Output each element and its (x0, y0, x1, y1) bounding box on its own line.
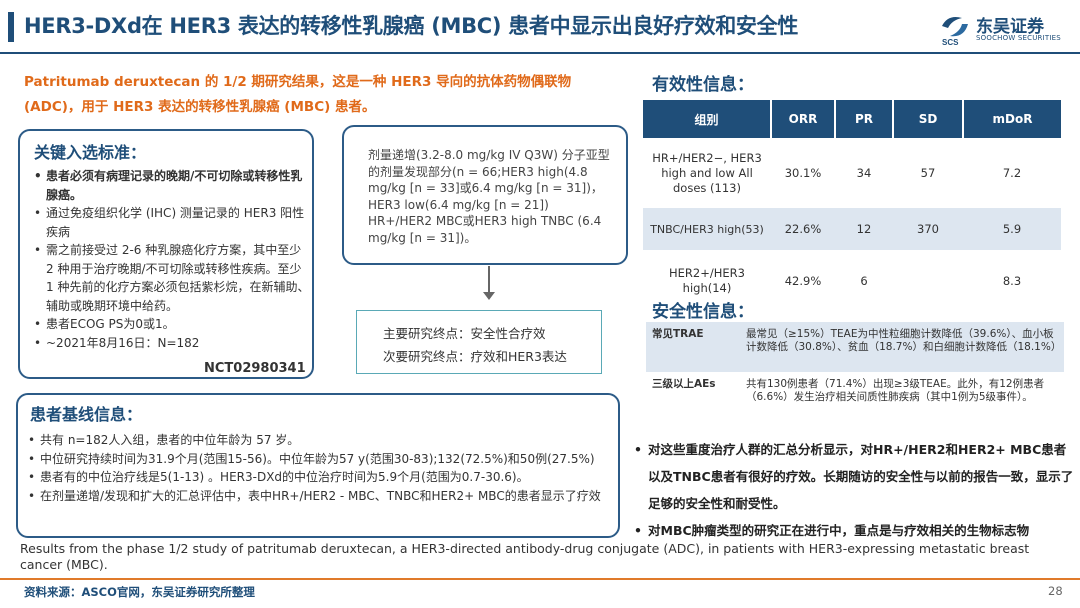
criteria-title: 关键入选标准： (34, 143, 147, 162)
table-cell: 12 (835, 208, 893, 250)
table-cell (893, 250, 963, 312)
logo-mark-icon: SCS (942, 17, 968, 46)
safety-title: 安全性信息： (652, 302, 754, 322)
list-item: 共有 n=182人入组，患者的中位年龄为 57 岁。 (28, 431, 618, 450)
table-cell: 30.1% (771, 138, 835, 208)
list-item: 需之前接受过 2-6 种乳腺癌化疗方案，其中至少 2 种用于治疗晚期/不可切除或… (34, 241, 312, 315)
dose-text: 剂量递增(3.2-8.0 mg/kg IV Q3W) 分子亚型的剂量发现部分(n… (368, 148, 610, 245)
table-cell: HR+/HER2−, HER3 high and low All doses (… (643, 138, 771, 208)
header-divider (0, 52, 1080, 54)
logo-text-en: SOOCHOW SECURITIES (976, 34, 1061, 42)
list-item: 中位研究持续时间为31.9个月(范围15-56)。中位年龄为57 y(范围30-… (28, 450, 618, 469)
criteria-list: 患者必须有病理记录的晚期/不可切除或转移性乳腺癌。 通过免疫组织化学 (IHC)… (34, 167, 312, 352)
logo-text-cn: 东吴证券 (976, 17, 1044, 37)
primary-endpoint: 主要研究终点：安全性合疗效 (383, 326, 546, 341)
table-header-row: 组别 ORR PR SD mDoR (643, 100, 1061, 138)
company-logo: SCS 东吴证券 SOOCHOW SECURITIES (938, 12, 1076, 48)
efficacy-title: 有效性信息： (652, 75, 754, 95)
table-row: HR+/HER2−, HER3 high and low All doses (… (643, 138, 1061, 208)
list-item: 对这些重度治疗人群的汇总分析显示，对HR+/HER2和HER2+ MBC患者以及… (634, 436, 1074, 517)
table-cell: 三级以上AEs (646, 372, 740, 418)
column-header: ORR (771, 100, 836, 138)
baseline-list: 共有 n=182人入组，患者的中位年龄为 57 岁。 中位研究持续时间为31.9… (28, 431, 618, 505)
table-cell: 57 (893, 138, 963, 208)
table-row: HER2+/HER3 high(14) 42.9% 6 8.3 (643, 250, 1061, 312)
column-header: mDoR (963, 100, 1061, 138)
list-item: 在剂量递增/发现和扩大的汇总评估中，表中HR+/HER2 - MBC、TNBC和… (28, 487, 618, 506)
page-number: 28 (1048, 584, 1063, 598)
table-cell: 42.9% (771, 250, 835, 312)
trial-id: NCT02980341 (204, 361, 306, 376)
list-item: 通过免疫组织化学 (IHC) 测量记录的 HER3 阳性疾病 (34, 204, 312, 241)
table-cell: TNBC/HER3 high(53) (643, 208, 771, 250)
table-cell: HER2+/HER3 high(14) (643, 250, 771, 312)
footer-divider (0, 578, 1080, 580)
list-item: 对MBC肿瘤类型的研究正在进行中，重点是与疗效相关的生物标志物 (634, 517, 1074, 544)
table-row: TNBC/HER3 high(53) 22.6% 12 370 5.9 (643, 208, 1061, 250)
table-cell: 7.2 (963, 138, 1061, 208)
flow-arrow-shaft (488, 266, 490, 294)
intro-text: Patritumab deruxtecan 的 1/2 期研究结果，这是一种 H… (24, 74, 572, 115)
title-accent-bar (8, 12, 14, 42)
column-header: PR (835, 100, 894, 138)
source-note: 资料来源：ASCO官网，东吴证券研究所整理 (24, 585, 255, 599)
secondary-endpoint: 次要研究终点：疗效和HER3表达 (383, 349, 567, 364)
down-arrow-icon (483, 292, 495, 300)
column-header: SD (893, 100, 964, 138)
table-cell: 共有130例患者（71.4%）出现≥3级TEAE。此外，有12例患者（6.6%）… (740, 372, 1064, 418)
inclusion-criteria-box: 关键入选标准： 患者必须有病理记录的晚期/不可切除或转移性乳腺癌。 通过免疫组织… (18, 129, 314, 379)
list-item: 患者必须有病理记录的晚期/不可切除或转移性乳腺癌。 (34, 167, 312, 204)
efficacy-table: 组别 ORR PR SD mDoR HR+/HER2−, HER3 high a… (643, 100, 1061, 312)
list-item: 患者ECOG PS为0或1。 (34, 315, 312, 334)
table-cell: 常见TRAE (646, 322, 740, 372)
dose-design-box: 剂量递增(3.2-8.0 mg/kg IV Q3W) 分子亚型的剂量发现部分(n… (342, 125, 628, 265)
table-row: 三级以上AEs 共有130例患者（71.4%）出现≥3级TEAE。此外，有12例… (646, 372, 1064, 418)
table-cell: 5.9 (963, 208, 1061, 250)
endpoints-box: 主要研究终点：安全性合疗效 次要研究终点：疗效和HER3表达 (356, 310, 602, 374)
table-cell: 6 (835, 250, 893, 312)
page-title: HER3-DXd在 HER3 表达的转移性乳腺癌 (MBC) 患者中显示出良好疗… (24, 14, 799, 38)
baseline-info-box: 患者基线信息： 共有 n=182人入组，患者的中位年龄为 57 岁。 中位研究持… (16, 393, 620, 538)
column-header: 组别 (643, 100, 772, 138)
table-row: 常见TRAE 最常见（≥15%）TEAE为中性粒细胞计数降低（39.6%）、血小… (646, 322, 1064, 372)
table-cell: 370 (893, 208, 963, 250)
table-cell: 34 (835, 138, 893, 208)
safety-table: 常见TRAE 最常见（≥15%）TEAE为中性粒细胞计数降低（39.6%）、血小… (646, 322, 1064, 418)
list-item: ~2021年8月16日：N=182 (34, 334, 312, 353)
english-summary: Results from the phase 1/2 study of patr… (20, 541, 1030, 572)
baseline-title: 患者基线信息： (30, 405, 143, 424)
svg-text:SCS: SCS (942, 38, 959, 46)
table-cell: 22.6% (771, 208, 835, 250)
conclusion-list: 对这些重度治疗人群的汇总分析显示，对HR+/HER2和HER2+ MBC患者以及… (634, 436, 1074, 544)
table-cell: 8.3 (963, 250, 1061, 312)
list-item: 患者有的中位治疗线是5(1-13) 。HER3-DXd的中位治疗时间为5.9个月… (28, 468, 618, 487)
table-cell: 最常见（≥15%）TEAE为中性粒细胞计数降低（39.6%）、血小板计数降低（3… (740, 322, 1064, 372)
